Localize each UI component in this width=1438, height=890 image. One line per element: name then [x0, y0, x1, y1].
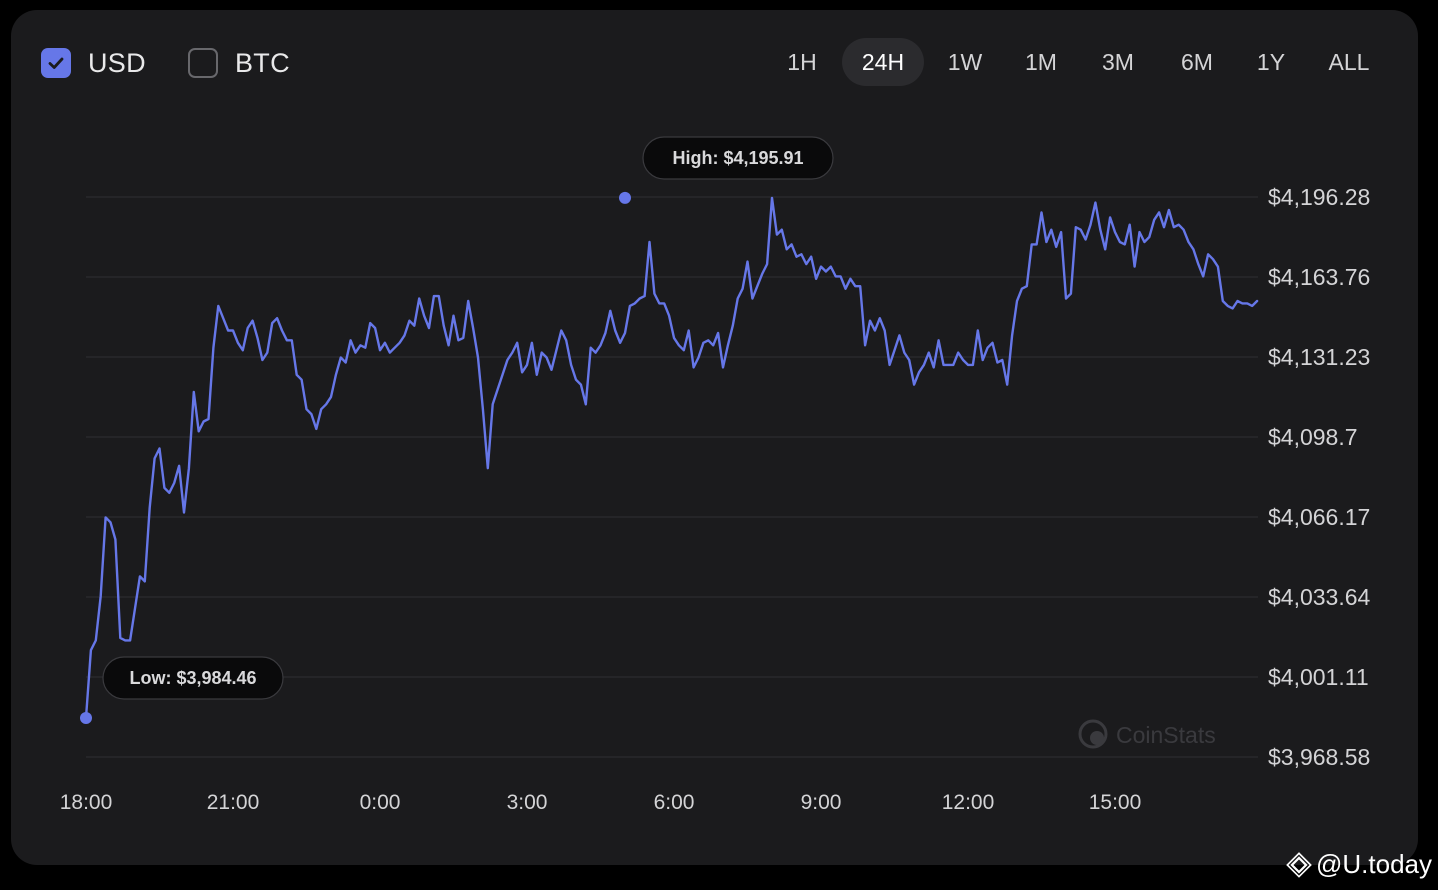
y-tick-label: $4,066.17 [1268, 504, 1370, 530]
btc-toggle[interactable]: BTC [188, 46, 290, 80]
tab-6m[interactable]: 6M [1181, 49, 1213, 75]
high-point [619, 191, 631, 204]
tab-1h[interactable]: 1H [787, 49, 817, 75]
tab-3m[interactable]: 3M [1102, 49, 1134, 75]
y-tick-label: $4,131.23 [1268, 344, 1370, 370]
x-tick-label: 6:00 [654, 791, 695, 814]
tab-1m[interactable]: 1M [1025, 49, 1057, 75]
y-tick-label: $4,001.11 [1268, 664, 1369, 690]
y-tick-label: $3,968.58 [1268, 744, 1370, 770]
low-tooltip [102, 656, 284, 700]
high-tooltip-text: High: $4,195.91 [672, 148, 803, 168]
tab-1w[interactable]: 1W [947, 49, 983, 75]
btc-label: BTC [235, 47, 290, 78]
coinstats-logo-icon [1078, 719, 1108, 749]
tab-24h[interactable]: 24H [842, 38, 924, 86]
y-tick-label: $4,033.64 [1268, 584, 1371, 610]
high-tooltip [642, 136, 834, 180]
x-tick-label: 12:00 [942, 791, 995, 814]
y-tick-label: $4,098.7 [1268, 424, 1358, 450]
y-axis: $4,196.28 $4,163.76 $4,131.23 $4,098.7 $4,06… [1268, 184, 1371, 770]
tab-all[interactable]: ALL [1328, 49, 1370, 75]
x-tick-label: 21:00 [207, 791, 260, 814]
checkmark-icon [48, 57, 64, 69]
price-line [84, 196, 1259, 719]
btc-checkbox[interactable] [188, 48, 218, 78]
site-watermark-text: @U.today [1316, 849, 1432, 879]
y-tick-label: $4,163.76 [1268, 264, 1370, 290]
y-tick-label: $4,196.28 [1268, 184, 1370, 210]
usd-checkbox[interactable] [41, 48, 71, 78]
low-point [80, 711, 92, 724]
coinstats-text: CoinStats [1116, 722, 1216, 748]
x-tick-label: 15:00 [1089, 791, 1142, 814]
x-tick-label: 9:00 [801, 791, 842, 814]
usd-label: USD [88, 47, 146, 78]
site-watermark: @U.today [1286, 849, 1432, 880]
coinstats-logo-core [1090, 731, 1104, 745]
x-tick-label: 3:00 [507, 791, 548, 814]
binance-logo-icon [1286, 851, 1312, 878]
x-axis: 18:00 21:00 0:00 3:00 6:00 9:00 12:00 15:00 [60, 791, 1142, 814]
x-tick-label: 18:00 [60, 791, 113, 814]
usd-toggle[interactable]: USD [41, 46, 146, 80]
tab-1y[interactable]: 1Y [1256, 49, 1286, 75]
coinstats-watermark: CoinStats [1078, 719, 1216, 749]
x-tick-label: 0:00 [360, 791, 401, 814]
markers: High: $4,195.91 Low: $3,984.46 [80, 136, 834, 724]
low-tooltip-text: Low: $3,984.46 [129, 668, 256, 688]
